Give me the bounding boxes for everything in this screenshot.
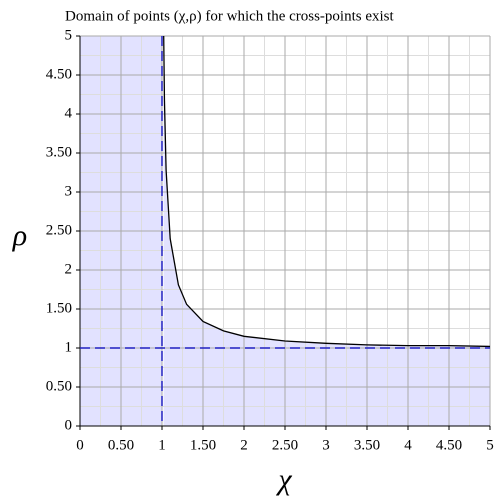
chart-title: Domain of points (χ,ρ) for which the cro…	[65, 8, 395, 24]
y-tick-label: 2.50	[46, 222, 72, 238]
y-axis-label: ρ	[12, 219, 27, 252]
curve	[163, 36, 490, 348]
x-tick-label: 2.50	[272, 437, 298, 453]
y-tick-label: 0	[65, 417, 73, 433]
x-tick-label: 1	[158, 437, 166, 453]
x-axis-label: χ	[275, 463, 292, 496]
x-tick-label: 4.50	[436, 437, 462, 453]
x-tick-label: 0.50	[108, 437, 134, 453]
x-tick-label: 3	[322, 437, 330, 453]
x-tick-label: 2	[240, 437, 248, 453]
y-tick-label: 5	[65, 27, 73, 43]
y-tick-label: 4.50	[46, 66, 72, 82]
y-tick-label: 3.50	[46, 144, 72, 160]
y-tick-label: 3	[65, 183, 73, 199]
y-tick-label: 1	[65, 339, 73, 355]
x-tick-label: 4	[404, 437, 412, 453]
y-tick-label: 0.50	[46, 378, 72, 394]
x-tick-label: 3.50	[354, 437, 380, 453]
y-tick-label: 1.50	[46, 300, 72, 316]
y-tick-label: 4	[65, 105, 73, 121]
shaded-area	[163, 36, 490, 426]
x-tick-label: 5	[486, 437, 494, 453]
x-tick-label: 0	[76, 437, 84, 453]
x-tick-label: 1.50	[190, 437, 216, 453]
y-tick-label: 2	[65, 261, 73, 277]
